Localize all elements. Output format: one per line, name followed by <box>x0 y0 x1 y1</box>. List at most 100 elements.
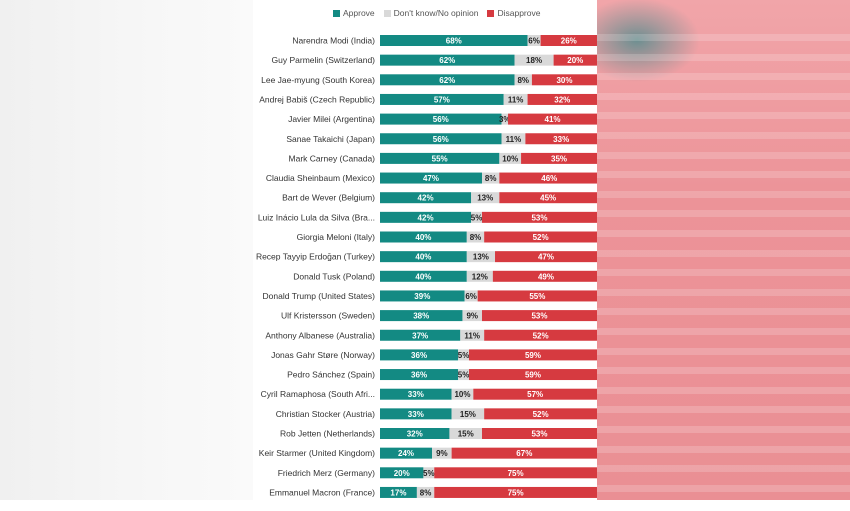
value-label-no-opinion: 18% <box>526 56 542 65</box>
value-label-approve: 39% <box>414 292 430 301</box>
bar-segment-no-opinion <box>514 54 554 66</box>
value-label-no-opinion: 5% <box>458 351 470 360</box>
bar-segment-no-opinion <box>462 310 482 322</box>
chart-legend: Approve Don't know/No opinion Disapprove <box>333 7 549 19</box>
blurred-stripe <box>597 112 850 120</box>
bar-segment-no-opinion <box>466 231 485 243</box>
value-label-approve: 32% <box>407 430 423 439</box>
bar-segment-approve <box>380 408 452 420</box>
bar-segment-disapprove <box>499 192 597 204</box>
legend-label-disapprove: Disapprove <box>497 8 541 18</box>
bar-segment-no-opinion <box>432 447 452 459</box>
bar-row: Bart de Wever (Belgium) 42% 13% 45% <box>282 192 597 204</box>
value-label-no-opinion: 9% <box>466 312 478 321</box>
row-label: Luiz Inácio Lula da Silva (Bra... <box>258 212 375 222</box>
value-label-no-opinion: 5% <box>458 371 470 380</box>
value-label-disapprove: 52% <box>533 331 549 340</box>
row-label: Rob Jetten (Netherlands) <box>280 429 375 439</box>
bar-segment-disapprove <box>540 35 597 46</box>
bar-segment-no-opinion <box>527 35 541 46</box>
value-label-disapprove: 53% <box>531 430 547 439</box>
value-label-disapprove: 59% <box>525 351 541 360</box>
blurred-background-left <box>0 0 253 500</box>
bar-row: Mark Carney (Canada) 55% 10% 35% <box>289 152 597 164</box>
blurred-stripe <box>597 151 850 159</box>
bar-segment-approve <box>380 211 472 223</box>
value-label-approve: 56% <box>433 115 449 124</box>
row-label: Friedrich Merz (Germany) <box>278 468 375 478</box>
row-label: Sanae Takaichi (Japan) <box>286 134 375 144</box>
blurred-stripe <box>597 328 850 335</box>
bar-segment-no-opinion <box>423 467 435 479</box>
bar-segment-no-opinion <box>451 388 474 400</box>
bar-segment-no-opinion <box>471 211 482 223</box>
bar-segment-disapprove <box>553 54 597 66</box>
bar-segment-approve <box>380 172 482 184</box>
bar-segment-no-opinion <box>481 172 500 184</box>
bar-segment-disapprove <box>531 74 597 86</box>
value-label-no-opinion: 15% <box>460 410 476 419</box>
value-label-disapprove: 57% <box>527 390 543 399</box>
row-label: Claudia Sheinbaum (Mexico) <box>266 173 375 183</box>
bar-segment-no-opinion <box>416 486 435 498</box>
bar-segment-disapprove <box>499 172 597 184</box>
bar-segment-approve <box>380 192 472 204</box>
bar-segment-approve <box>380 349 459 361</box>
blurred-stripe <box>597 288 850 296</box>
bar-segment-approve <box>380 310 463 322</box>
value-label-disapprove: 75% <box>508 488 524 497</box>
blurred-stripe <box>597 484 850 492</box>
legend-item-disapprove: Disapprove <box>487 8 540 18</box>
value-label-no-opinion: 6% <box>528 37 540 46</box>
bar-segment-disapprove <box>451 447 597 459</box>
bar-segment-approve <box>380 486 417 498</box>
legend-label-approve: Approve <box>343 8 375 18</box>
legend-swatch-disapprove <box>487 9 495 17</box>
row-label: Andrej Babiš (Czech Republic) <box>259 94 375 104</box>
blurred-stripe <box>597 34 850 41</box>
bar-segment-no-opinion <box>503 93 528 105</box>
value-label-disapprove: 46% <box>541 174 557 183</box>
bar-segment-approve <box>380 290 465 302</box>
bar-segment-disapprove <box>468 369 597 381</box>
legend-swatch-no-opinion <box>383 9 391 17</box>
bar-segment-disapprove <box>492 270 597 282</box>
value-label-disapprove: 59% <box>525 371 541 380</box>
value-label-approve: 62% <box>439 76 455 85</box>
bar-segment-no-opinion <box>464 290 478 302</box>
row-label: Javier Milei (Argentina) <box>288 114 375 124</box>
bar-segment-no-opinion <box>460 329 485 341</box>
bar-segment-approve <box>380 113 502 125</box>
row-label: Recep Tayyip Erdoğan (Turkey) <box>256 252 375 262</box>
value-label-approve: 40% <box>415 253 431 262</box>
bar-segment-no-opinion <box>451 408 485 420</box>
legend-item-approve: Approve <box>333 8 375 18</box>
bar-row: Anthony Albanese (Australia) 37% 11% 52% <box>265 329 597 341</box>
bar-segment-no-opinion <box>471 192 500 204</box>
value-label-approve: 40% <box>415 272 431 281</box>
value-label-no-opinion: 9% <box>436 449 448 458</box>
bar-segment-approve <box>380 231 467 243</box>
value-label-disapprove: 49% <box>538 272 554 281</box>
row-label: Bart de Wever (Belgium) <box>282 193 375 203</box>
bar-segment-disapprove <box>481 428 597 439</box>
bar-segment-disapprove <box>481 310 597 322</box>
row-label: Donald Trump (United States) <box>263 291 376 301</box>
value-label-no-opinion: 13% <box>473 253 489 262</box>
value-label-approve: 33% <box>408 390 424 399</box>
row-label: Anthony Albanese (Australia) <box>265 330 375 340</box>
blurred-stripe <box>597 465 850 473</box>
bar-segment-disapprove <box>477 290 597 302</box>
value-label-no-opinion: 8% <box>485 174 497 183</box>
blurred-stripe <box>597 132 850 139</box>
value-label-approve: 62% <box>439 56 455 65</box>
bar-segment-disapprove <box>473 388 597 400</box>
blurred-stripe <box>597 308 850 316</box>
value-label-disapprove: 47% <box>538 253 554 262</box>
bar-row: Sanae Takaichi (Japan) 56% 11% 33% <box>286 133 597 145</box>
row-label: Guy Parmelin (Switzerland) <box>272 55 376 65</box>
value-label-disapprove: 32% <box>554 95 570 104</box>
bar-row: Christian Stocker (Austria) 33% 15% 52% <box>276 408 597 420</box>
value-label-disapprove: 30% <box>556 76 572 85</box>
blurred-stripe <box>597 230 850 237</box>
